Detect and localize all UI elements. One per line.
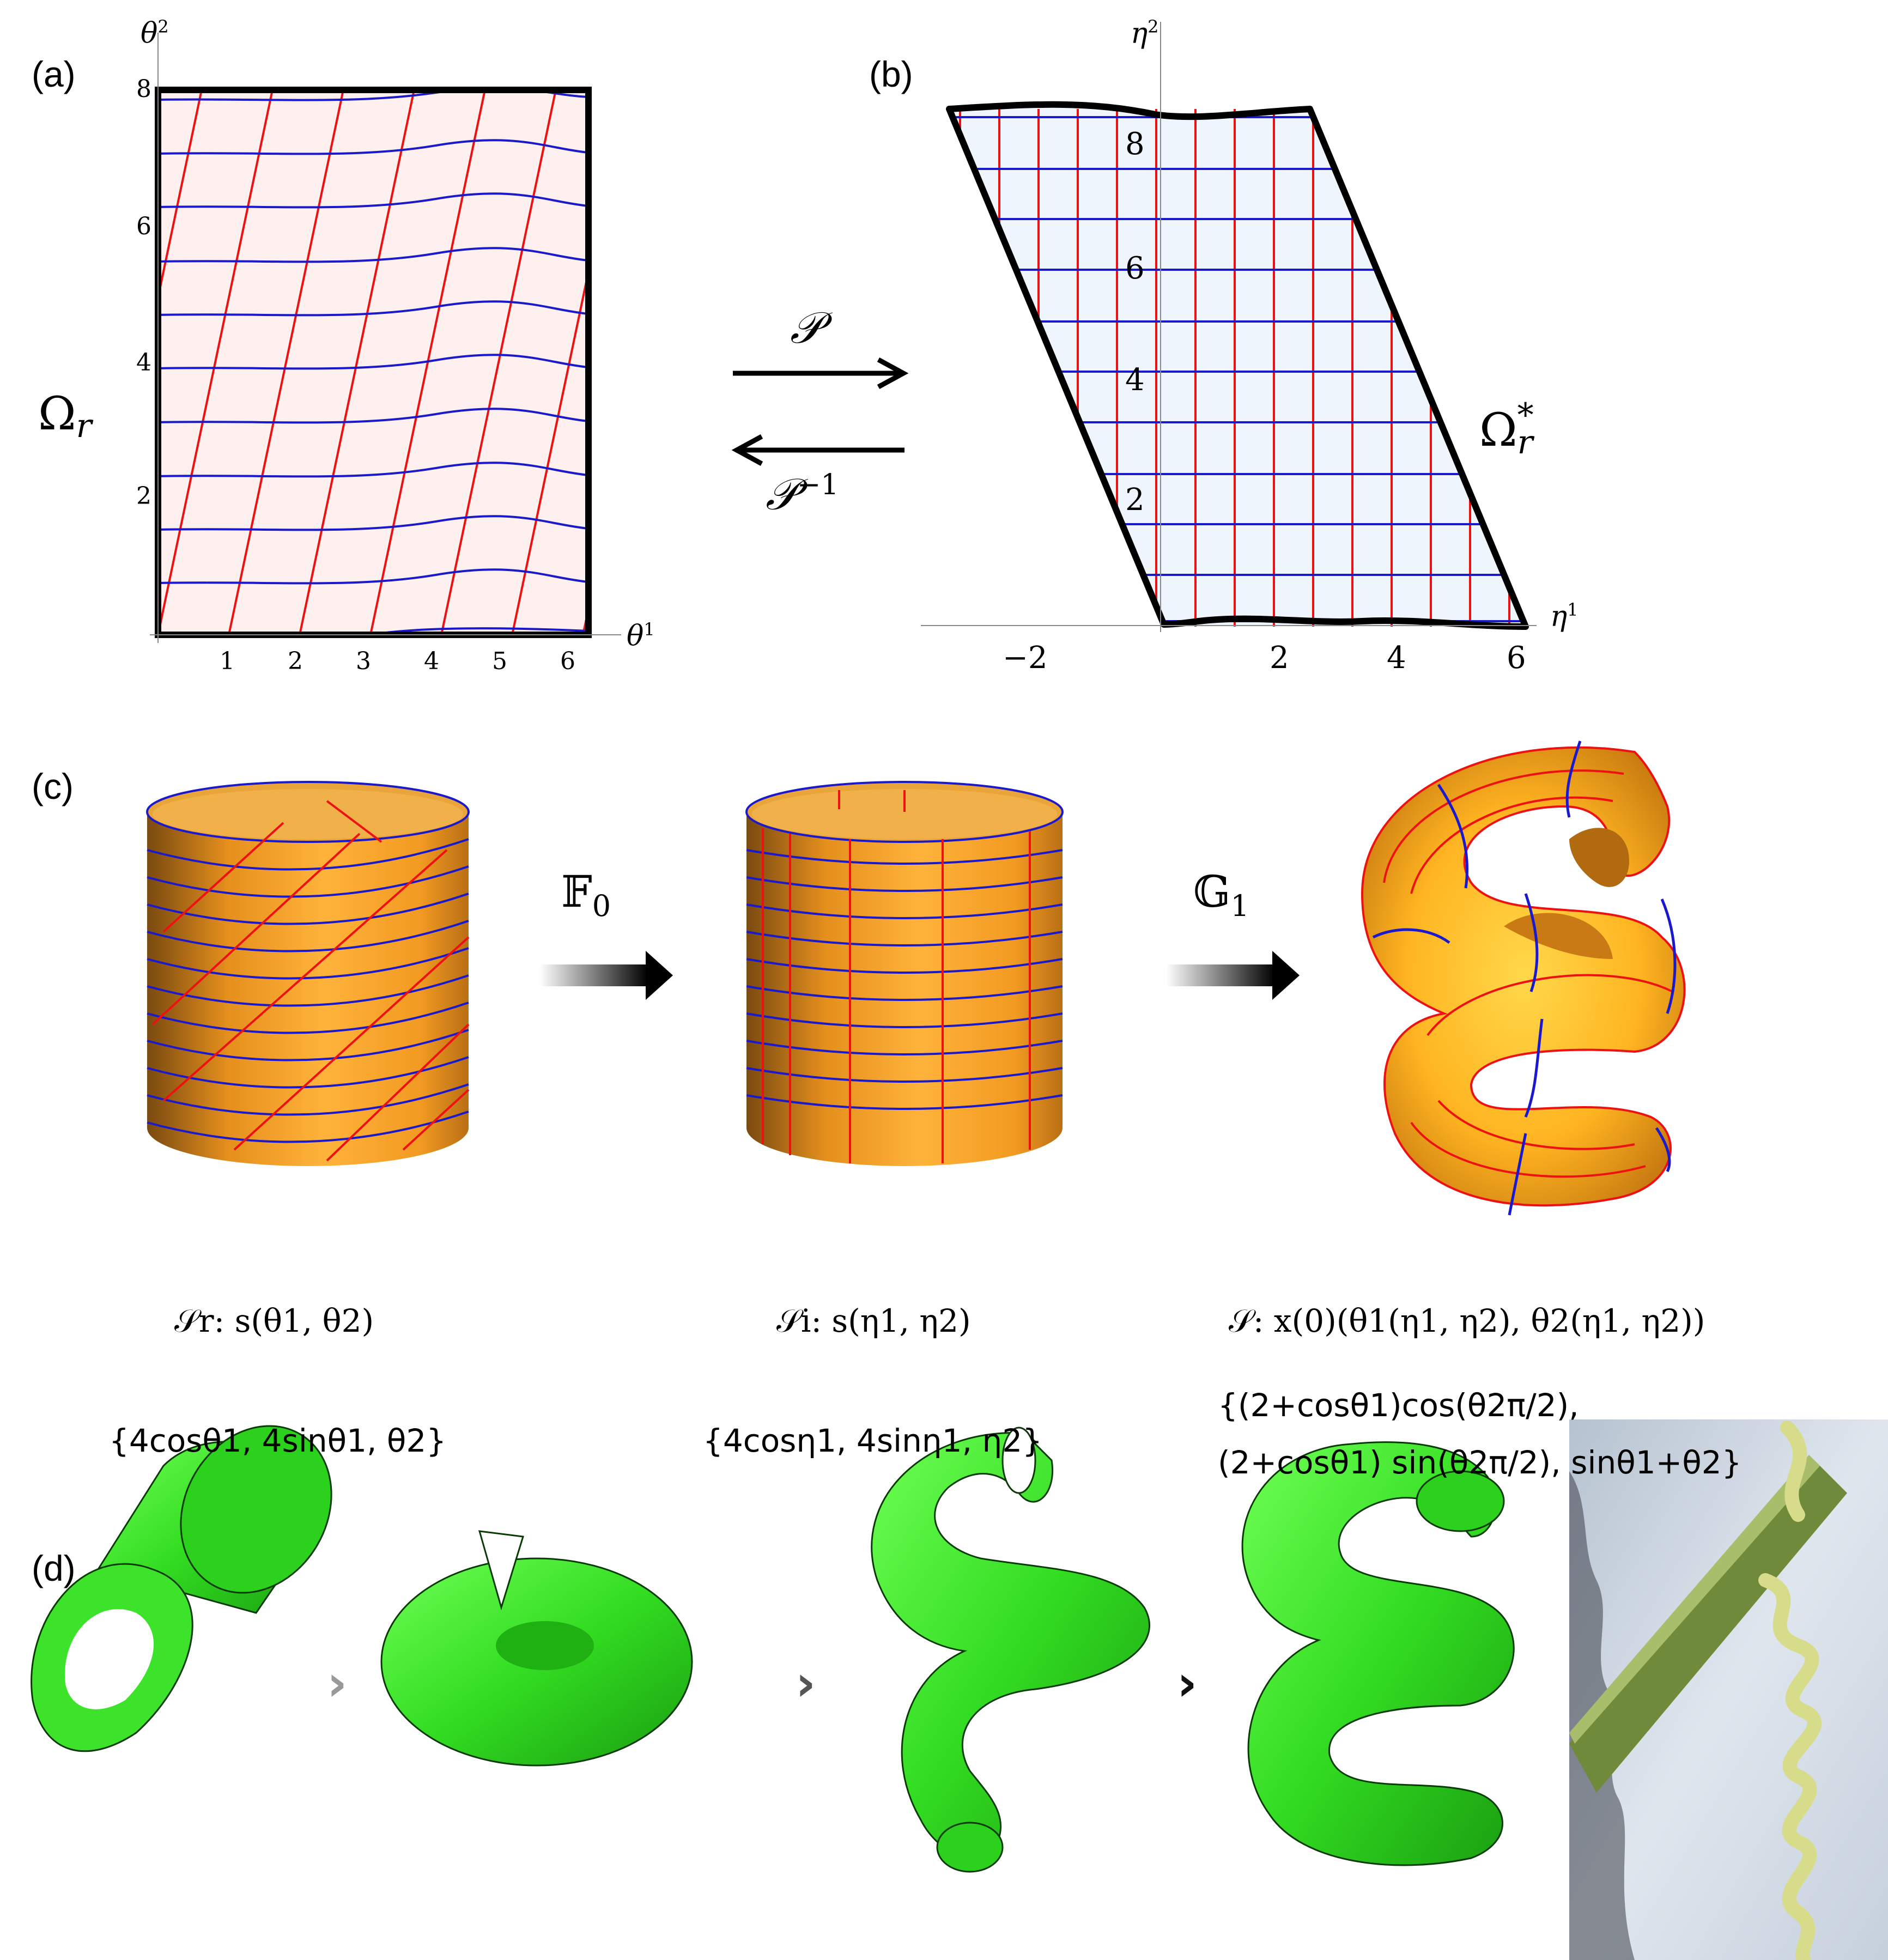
tick-a-y-2: 2 — [136, 482, 151, 510]
tick-a-x-5: 5 — [492, 647, 507, 675]
forward-map-arrow — [733, 357, 909, 389]
tick-a-y-6: 6 — [136, 213, 151, 240]
cylinder-intermediate-surface — [745, 781, 1064, 1166]
tick-b-y-8: 8 — [1125, 126, 1145, 162]
map-p-inverse-label: 𝒫−1 — [766, 469, 839, 520]
panel-b-domain — [921, 22, 1537, 632]
tick-a-x-3: 3 — [356, 647, 371, 675]
progress-separator-3: › — [1177, 1655, 1197, 1712]
panel-b-label: (b) — [869, 54, 913, 94]
tick-b-x-neg2: −2 — [1003, 640, 1048, 676]
map-g1-label: 𝔾1 — [1193, 866, 1249, 923]
tick-b-x-4: 4 — [1387, 640, 1406, 676]
progress-separator-1: › — [327, 1655, 347, 1712]
axis-label-theta2: θ2 — [141, 16, 169, 50]
cylinder-reference-surface — [146, 781, 470, 1166]
map-p-label: 𝒫 — [790, 302, 822, 353]
map-f0-label: 𝔽0 — [561, 866, 611, 923]
tick-b-x-6: 6 — [1507, 640, 1526, 676]
panel-a-blue-lines — [158, 90, 588, 634]
surface-i-definition: 𝒮i: s(η1, η2) — [776, 1302, 971, 1339]
tick-a-x-1: 1 — [220, 647, 235, 675]
axis-label-eta1: η1 — [1550, 599, 1579, 633]
inverse-map-arrow — [731, 434, 904, 466]
tick-a-y-8: 8 — [136, 75, 151, 103]
green-full-coil — [1241, 1441, 1515, 1866]
param-final-formula-line2: (2+cosθ1) sin(θ2π/2), sinθ1+θ2} — [1218, 1444, 1742, 1481]
tick-b-y-4: 4 — [1125, 362, 1145, 398]
panel-d-label: (d) — [32, 1548, 76, 1588]
panel-a-domain — [150, 33, 621, 643]
panel-a-label: (a) — [32, 54, 76, 94]
map-arrow-f0 — [539, 951, 673, 1000]
progress-separator-2: › — [796, 1655, 816, 1712]
panel-c-label: (c) — [32, 766, 74, 806]
green-open-cylinder — [31, 1425, 332, 1752]
domain-omega-r-star-label: Ω * r — [1479, 396, 1534, 462]
tendril-photograph — [1569, 1419, 1888, 1960]
surface-r-definition: 𝒮r: s(θ1, θ2) — [174, 1302, 374, 1339]
tendril-coil — [1758, 1421, 1822, 1960]
axis-label-eta2: η2 — [1131, 16, 1159, 50]
param-r-formula: {4cosθ1, 4sinθ1, θ2} — [109, 1422, 447, 1459]
green-half-coil — [871, 1427, 1150, 1873]
axis-label-theta1: θ1 — [627, 619, 655, 653]
tick-a-x-4: 4 — [424, 647, 439, 675]
tick-a-x-2: 2 — [288, 647, 303, 675]
surface-final-definition: 𝒮: x(0)(θ1(η1, η2), θ2(η1, η2)) — [1229, 1302, 1705, 1339]
helical-torus-surface — [1361, 741, 1686, 1216]
tick-a-x-6: 6 — [560, 647, 575, 675]
tick-b-y-2: 2 — [1125, 482, 1145, 518]
tick-a-y-4: 4 — [136, 349, 151, 377]
domain-omega-r-label: Ωr — [38, 387, 92, 445]
green-torus-ring — [380, 1530, 693, 1767]
param-i-formula: {4cosη1, 4sinη1, η2} — [703, 1422, 1043, 1459]
tick-b-x-2: 2 — [1270, 640, 1289, 676]
param-final-formula-line1: {(2+cosθ1)cos(θ2π/2), — [1218, 1387, 1579, 1424]
tick-b-y-6: 6 — [1125, 251, 1145, 286]
map-arrow-g1 — [1166, 951, 1300, 1000]
